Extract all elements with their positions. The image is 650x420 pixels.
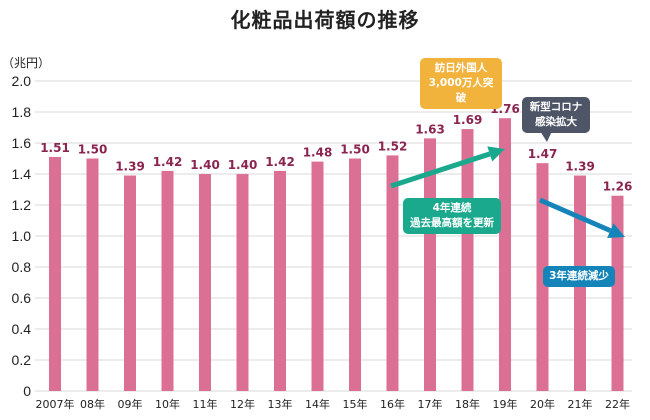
data-label: 1.42 <box>265 155 295 169</box>
annotation-line: 新型コロナ <box>529 101 583 113</box>
increase-arrow <box>390 151 491 189</box>
chart-title: 化粧品出荷額の推移 <box>230 8 420 32</box>
y-tick-label: 0 <box>23 383 31 399</box>
x-tick-label: 17年 <box>418 397 443 411</box>
x-tick-label: 16年 <box>380 397 405 411</box>
bar <box>499 118 511 391</box>
x-tick-label: 20年 <box>530 397 555 411</box>
annotation-inbound-tourists: 訪日外国人 3,000万人突破 <box>420 58 502 109</box>
increase-arrow-head <box>487 146 505 162</box>
y-tick-label: 2.0 <box>12 73 32 89</box>
data-label: 1.40 <box>228 158 258 172</box>
x-tick-label: 18年 <box>455 397 480 411</box>
data-label: 1.63 <box>415 122 445 136</box>
data-label: 1.48 <box>303 146 333 160</box>
bar <box>161 170 174 391</box>
y-tick-label: 0.4 <box>12 321 32 337</box>
x-tick-label: 19年 <box>493 397 518 411</box>
annotation-line: 訪日外国人 <box>434 62 488 74</box>
annotation-line: 感染拡大 <box>535 116 577 128</box>
annotation-line: 過去最高額を更新 <box>410 217 494 229</box>
x-tick-label: 12年 <box>230 397 255 411</box>
bar <box>49 156 61 391</box>
data-label: 1.39 <box>115 160 145 174</box>
data-label: 1.40 <box>190 158 220 172</box>
bar <box>536 163 549 391</box>
annotation-record-high: 4年連続 過去最高額を更新 <box>403 198 501 234</box>
decrease-arrow <box>539 197 612 233</box>
y-tick-label: 0.2 <box>12 352 32 368</box>
bar <box>311 161 324 391</box>
x-tick-label: 14年 <box>305 397 330 411</box>
y-tick-label: 0.6 <box>12 290 32 306</box>
annotation-line: 3,000万人突破 <box>428 77 494 104</box>
x-tick-label: 2007年 <box>36 397 75 411</box>
y-tick-label: 0.8 <box>12 259 32 275</box>
data-label: 1.39 <box>565 160 595 174</box>
y-tick-label: 1.6 <box>12 135 32 151</box>
bar <box>236 174 249 391</box>
bar <box>274 170 286 391</box>
data-label: 1.50 <box>78 143 108 157</box>
bar <box>86 158 99 391</box>
bar <box>611 195 624 391</box>
data-label: 1.52 <box>378 139 408 153</box>
annotation-line: 4年連続 <box>432 202 472 214</box>
bar <box>386 155 399 391</box>
x-tick-label: 21年 <box>568 397 593 411</box>
annotation-decline: 3年連続減少 <box>543 266 615 287</box>
data-label: 1.42 <box>153 155 183 169</box>
x-tick-label: 13年 <box>268 397 293 411</box>
annotation-covid: 新型コロナ 感染拡大 <box>522 97 590 133</box>
y-tick-label: 1.8 <box>12 104 32 120</box>
annotation-line: 3年連続減少 <box>549 270 609 282</box>
x-tick-label: 15年 <box>343 397 368 411</box>
decrease-arrow-head <box>607 223 625 238</box>
y-tick-label: 1.4 <box>12 166 32 182</box>
data-label: 1.26 <box>603 180 633 194</box>
data-label: 1.47 <box>528 147 558 161</box>
x-tick-label: 10年 <box>155 397 180 411</box>
x-tick-label: 22年 <box>605 397 630 411</box>
data-label: 1.69 <box>453 113 483 127</box>
x-tick-label: 09年 <box>118 397 143 411</box>
data-label: 1.51 <box>40 141 70 155</box>
callout-pointer <box>540 131 552 142</box>
bar <box>124 175 136 391</box>
y-axis-unit: （兆円） <box>2 56 51 70</box>
y-tick-label: 1.0 <box>12 228 32 244</box>
bar <box>199 174 211 391</box>
bar <box>349 158 361 391</box>
x-tick-label: 08年 <box>80 397 105 411</box>
data-label: 1.50 <box>340 143 370 157</box>
bar <box>461 129 474 392</box>
x-tick-label: 11年 <box>193 397 218 411</box>
y-tick-label: 1.2 <box>12 197 32 213</box>
